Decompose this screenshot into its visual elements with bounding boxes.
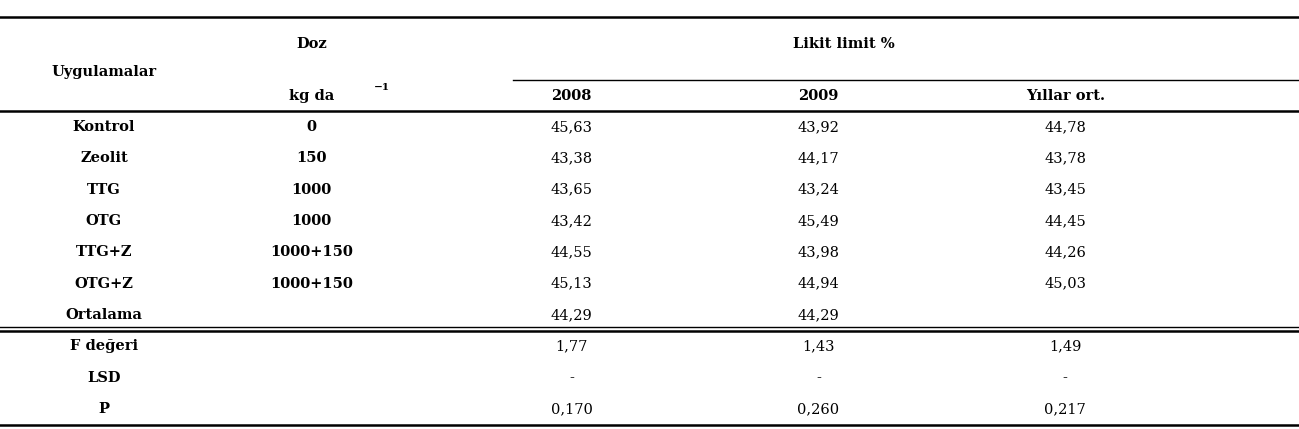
Text: TTG: TTG	[87, 183, 121, 196]
Text: 1,77: 1,77	[556, 339, 587, 353]
Text: 1,43: 1,43	[801, 339, 835, 353]
Text: Yıllar ort.: Yıllar ort.	[1026, 88, 1104, 103]
Text: 44,26: 44,26	[1044, 245, 1086, 259]
Text: Uygulamalar: Uygulamalar	[52, 65, 156, 79]
Text: F değeri: F değeri	[70, 339, 138, 353]
Text: -: -	[816, 371, 821, 385]
Text: Likit limit %: Likit limit %	[794, 37, 895, 51]
Text: 1000: 1000	[292, 183, 331, 196]
Text: P: P	[99, 402, 109, 416]
Text: Ortalama: Ortalama	[65, 308, 143, 322]
Text: 43,65: 43,65	[551, 183, 592, 196]
Text: 43,45: 43,45	[1044, 183, 1086, 196]
Text: 44,78: 44,78	[1044, 120, 1086, 134]
Text: kg da: kg da	[290, 88, 334, 103]
Text: TTG+Z: TTG+Z	[75, 245, 132, 259]
Text: -: -	[569, 371, 574, 385]
Text: OTG: OTG	[86, 214, 122, 228]
Text: Zeolit: Zeolit	[81, 151, 127, 165]
Text: Doz: Doz	[296, 37, 327, 51]
Text: 2009: 2009	[798, 88, 839, 103]
Text: 44,94: 44,94	[798, 277, 839, 290]
Text: 1000+150: 1000+150	[270, 245, 353, 259]
Text: 0,217: 0,217	[1044, 402, 1086, 416]
Text: 43,24: 43,24	[798, 183, 839, 196]
Text: Kontrol: Kontrol	[73, 120, 135, 134]
Text: 44,45: 44,45	[1044, 214, 1086, 228]
Text: -: -	[1063, 371, 1068, 385]
Text: 44,55: 44,55	[551, 245, 592, 259]
Text: 1000+150: 1000+150	[270, 277, 353, 290]
Text: LSD: LSD	[87, 371, 121, 385]
Text: 44,29: 44,29	[551, 308, 592, 322]
Text: OTG+Z: OTG+Z	[74, 277, 134, 290]
Text: 44,17: 44,17	[798, 151, 839, 165]
Text: 43,78: 43,78	[1044, 151, 1086, 165]
Text: 0,170: 0,170	[551, 402, 592, 416]
Text: 0,260: 0,260	[798, 402, 839, 416]
Text: 43,92: 43,92	[798, 120, 839, 134]
Text: 43,42: 43,42	[551, 214, 592, 228]
Text: 44,29: 44,29	[798, 308, 839, 322]
Text: 1,49: 1,49	[1050, 339, 1081, 353]
Text: 150: 150	[296, 151, 327, 165]
Text: 45,13: 45,13	[551, 277, 592, 290]
Text: 1000: 1000	[292, 214, 331, 228]
Text: 45,03: 45,03	[1044, 277, 1086, 290]
Text: 45,63: 45,63	[551, 120, 592, 134]
Text: 43,38: 43,38	[551, 151, 592, 165]
Text: −1: −1	[374, 83, 390, 92]
Text: 43,98: 43,98	[798, 245, 839, 259]
Text: 45,49: 45,49	[798, 214, 839, 228]
Text: 2008: 2008	[551, 88, 592, 103]
Text: 0: 0	[307, 120, 317, 134]
